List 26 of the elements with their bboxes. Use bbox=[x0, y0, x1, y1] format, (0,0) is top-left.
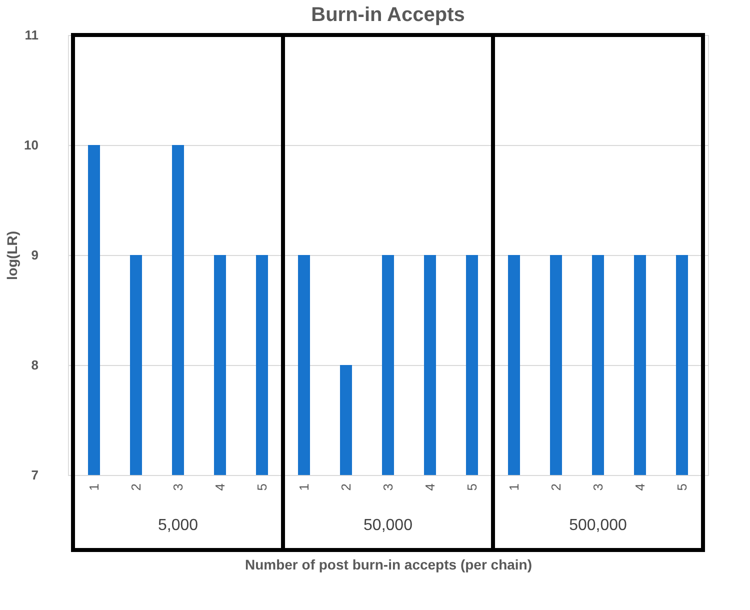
text: 50,000 bbox=[364, 517, 413, 534]
x-tick-label: 2 bbox=[548, 484, 564, 491]
y-tick-label: 8 bbox=[31, 358, 38, 372]
y-tick-label: 7 bbox=[31, 468, 38, 482]
x-axis-title: Number of post burn-in accepts (per chain) bbox=[244, 556, 532, 573]
x-tick-label: 5 bbox=[674, 484, 690, 491]
y-axis-title: log(LR) bbox=[4, 231, 20, 280]
x-tick-label: 2 bbox=[338, 484, 354, 491]
x-tick-label: 4 bbox=[212, 484, 228, 491]
x-tick-label: 5 bbox=[254, 484, 270, 491]
y-tick-label: 11 bbox=[24, 28, 38, 42]
y-tick-label: 9 bbox=[31, 248, 38, 262]
x-tick-label: 3 bbox=[380, 484, 396, 491]
chart-title: Burn-in Accepts bbox=[311, 4, 465, 26]
text: 5,000 bbox=[158, 517, 198, 534]
x-tick-label: 2 bbox=[128, 484, 144, 491]
text: 500,000 bbox=[569, 517, 628, 534]
x-tick-label: 1 bbox=[296, 484, 312, 491]
x-tick-label: 4 bbox=[422, 484, 438, 491]
x-tick-label: 1 bbox=[506, 484, 522, 491]
y-tick-label: 10 bbox=[24, 138, 38, 152]
x-tick-label: 3 bbox=[590, 484, 606, 491]
x-tick-label: 4 bbox=[632, 484, 648, 491]
x-tick-label: 5 bbox=[464, 484, 480, 491]
x-tick-label: 1 bbox=[86, 484, 102, 491]
x-tick-label: 3 bbox=[170, 484, 186, 491]
